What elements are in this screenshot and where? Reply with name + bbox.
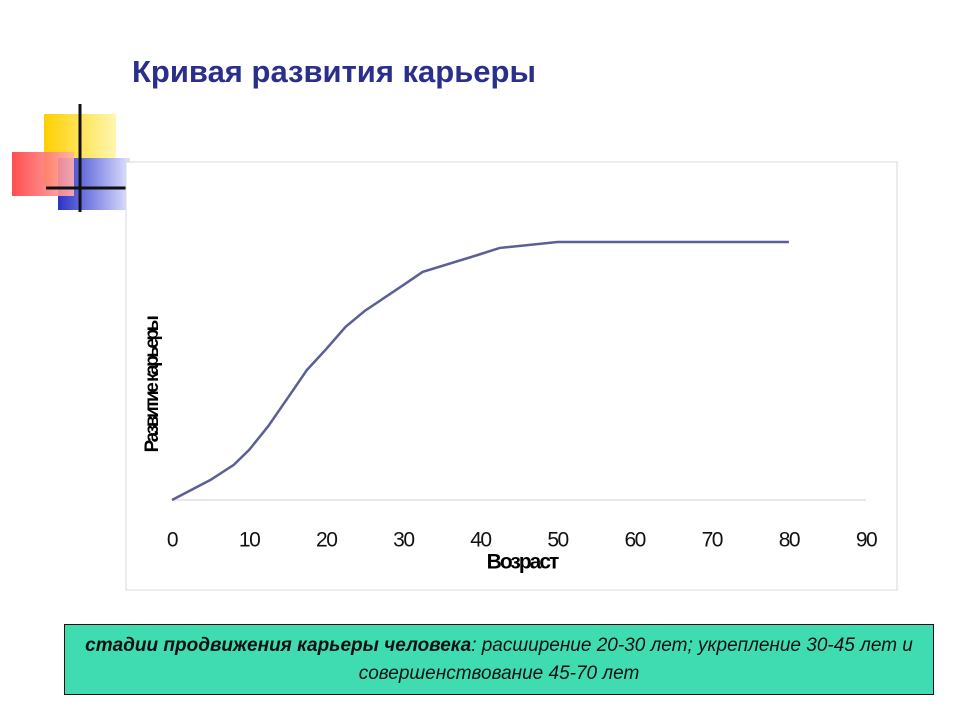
x-tick-label: 80 (779, 529, 800, 552)
x-tick-label: 40 (470, 529, 491, 552)
chart-frame (125, 161, 898, 591)
x-tick-label: 90 (856, 529, 877, 552)
x-tick-label: 60 (624, 529, 645, 552)
x-tick-label: 30 (393, 529, 414, 552)
caption-bold: стадии продвижения карьеры человека (85, 635, 472, 656)
x-tick-label: 50 (547, 529, 568, 552)
x-tick-label: 10 (239, 529, 260, 552)
x-tick-label: 20 (316, 529, 337, 552)
x-axis-label: Возраст (487, 551, 559, 574)
chart: Возраст Развитие карьеры 0 10 20 30 40 50 60 70… (125, 161, 898, 591)
slide-title: Кривая развития карьеры (132, 54, 536, 89)
caption-text: : расширение 20-30 лет; укрепление 30-45… (358, 635, 913, 684)
curve (171, 240, 789, 502)
y-axis-label: Развитие карьеры (142, 316, 163, 452)
x-tick-label: 70 (702, 529, 723, 552)
caption-box: стадии продвижения карьеры человека: рас… (64, 624, 934, 695)
x-tick-label: 0 (167, 529, 178, 552)
